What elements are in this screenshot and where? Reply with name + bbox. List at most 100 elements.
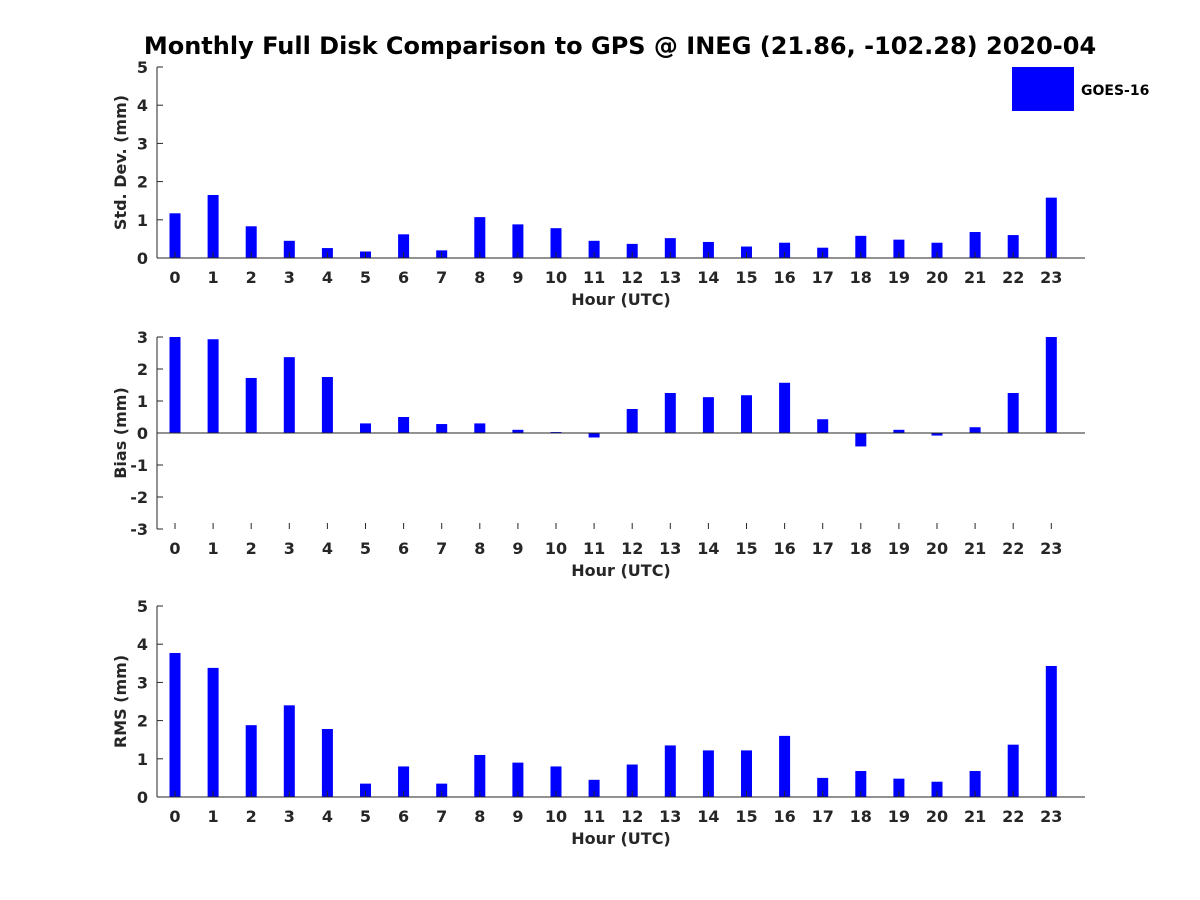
rms-x-tick-label: 0 (169, 807, 180, 826)
stddev-bar-23 (1045, 197, 1057, 258)
rms-y-tick-label: 1 (137, 750, 148, 769)
stddev-x-tick-label: 0 (169, 268, 180, 287)
rms-bar-21 (969, 771, 981, 797)
rms-x-label: Hour (UTC) (571, 829, 671, 848)
stddev-x-tick-label: 4 (322, 268, 333, 287)
bias-x-tick-label: 23 (1040, 539, 1062, 558)
rms-x-tick-label: 20 (926, 807, 948, 826)
bias-x-tick-label: 22 (1002, 539, 1024, 558)
bias-x-tick-label: 7 (436, 539, 447, 558)
stddev-x-tick-label: 10 (545, 268, 567, 287)
stddev-x-tick-label: 2 (246, 268, 257, 287)
stddev-x-tick-label: 16 (773, 268, 795, 287)
rms-bar-23 (1045, 665, 1057, 797)
bias-x-tick-label: 8 (474, 539, 485, 558)
stddev-x-tick-label: 6 (398, 268, 409, 287)
stddev-bar-20 (931, 242, 943, 258)
rms-x-tick-label: 11 (583, 807, 605, 826)
bias-bar-13 (664, 393, 676, 433)
bias-x-tick-label: 14 (697, 539, 719, 558)
bias-x-tick-label: 6 (398, 539, 409, 558)
bias-x-tick-label: 15 (735, 539, 757, 558)
bias-x-tick-label: 17 (812, 539, 834, 558)
rms-x-tick-label: 5 (360, 807, 371, 826)
stddev-x-tick-label: 8 (474, 268, 485, 287)
bias-y-tick-label: 1 (137, 392, 148, 411)
stddev-x-tick-label: 18 (850, 268, 872, 287)
stddev-y-tick-label: 4 (137, 96, 148, 115)
bias-x-tick-label: 11 (583, 539, 605, 558)
stddev-bar-21 (969, 232, 981, 258)
bias-y-label: Bias (mm) (111, 387, 130, 479)
bias-bar-3 (283, 357, 295, 433)
bias-bar-16 (779, 382, 791, 433)
rms-bar-1 (207, 667, 219, 797)
rms-x-tick-label: 1 (208, 807, 219, 826)
bias-x-tick-label: 9 (512, 539, 523, 558)
bias-x-tick-label: 4 (322, 539, 333, 558)
rms-x-tick-label: 17 (812, 807, 834, 826)
rms-x-tick-label: 3 (284, 807, 295, 826)
stddev-x-tick-label: 7 (436, 268, 447, 287)
bias-x-tick-label: 16 (773, 539, 795, 558)
stddev-bar-10 (550, 228, 562, 258)
rms-x-tick-label: 10 (545, 807, 567, 826)
rms-bar-16 (779, 735, 791, 797)
stddev-x-tick-label: 5 (360, 268, 371, 287)
rms-bar-15 (741, 750, 752, 797)
bias-bar-11 (588, 433, 600, 438)
stddev-x-tick-label: 21 (964, 268, 986, 287)
stddev-x-tick-label: 12 (621, 268, 643, 287)
bias-y-tick-label: -2 (130, 488, 148, 507)
rms-x-tick-label: 13 (659, 807, 681, 826)
stddev-bar-12 (626, 243, 638, 258)
bias-x-tick-label: 5 (360, 539, 371, 558)
rms-bar-5 (360, 783, 371, 797)
rms-bar-14 (702, 750, 714, 797)
rms-y-tick-label: 0 (137, 788, 148, 807)
rms-bar-20 (931, 781, 943, 797)
rms-x-tick-label: 22 (1002, 807, 1024, 826)
bias-bar-1 (207, 339, 219, 433)
stddev-x-label: Hour (UTC) (571, 290, 671, 309)
bias-x-tick-label: 19 (888, 539, 910, 558)
stddev-x-tick-label: 17 (812, 268, 834, 287)
rms-bar-6 (398, 766, 410, 797)
bias-y-tick-label: -1 (130, 456, 148, 475)
rms-x-tick-label: 4 (322, 807, 333, 826)
stddev-x-tick-label: 22 (1002, 268, 1024, 287)
rms-x-tick-label: 15 (735, 807, 757, 826)
bias-x-tick-label: 3 (284, 539, 295, 558)
bias-x-tick-label: 13 (659, 539, 681, 558)
stddev-bar-1 (207, 194, 219, 258)
stddev-bar-13 (664, 238, 676, 258)
stddev-x-tick-label: 20 (926, 268, 948, 287)
rms-x-tick-label: 16 (773, 807, 795, 826)
stddev-bar-11 (588, 240, 600, 258)
bias-bar-0 (169, 337, 181, 433)
stddev-x-tick-label: 15 (735, 268, 757, 287)
stddev-y-tick-label: 2 (137, 173, 148, 192)
rms-x-tick-label: 9 (512, 807, 523, 826)
bias-x-tick-label: 1 (208, 539, 219, 558)
bias-bar-14 (702, 397, 714, 433)
bias-bar-21 (969, 427, 981, 433)
stddev-x-tick-label: 19 (888, 268, 910, 287)
bias-y-tick-label: 2 (137, 360, 148, 379)
rms-y-label: RMS (mm) (111, 655, 130, 748)
stddev-x-tick-label: 3 (284, 268, 295, 287)
bias-x-tick-label: 0 (169, 539, 180, 558)
rms-y-tick-label: 3 (137, 673, 148, 692)
bias-y-tick-label: -3 (130, 520, 148, 539)
stddev-bar-8 (474, 217, 486, 258)
stddev-x-tick-label: 14 (697, 268, 719, 287)
bias-x-tick-label: 18 (850, 539, 872, 558)
rms-x-tick-label: 12 (621, 807, 643, 826)
stddev-bar-3 (283, 240, 295, 258)
stddev-y-tick-label: 3 (137, 134, 148, 153)
rms-bar-10 (550, 766, 562, 797)
rms-bar-11 (588, 779, 600, 797)
bias-bar-17 (817, 419, 829, 433)
